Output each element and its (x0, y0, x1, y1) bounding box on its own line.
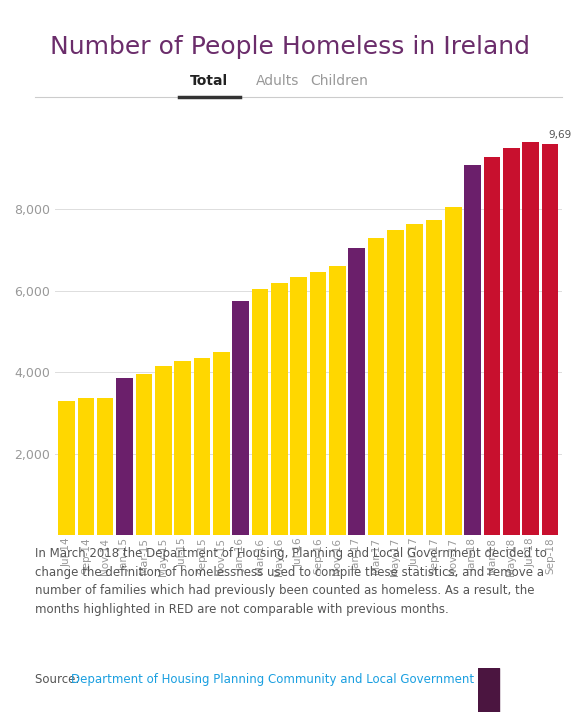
Bar (135, 374, 152, 535)
Text: f: f (508, 678, 519, 702)
Bar (349, 248, 365, 535)
Text: Total: Total (189, 74, 228, 88)
Bar (484, 157, 500, 535)
Text: Source:: Source: (35, 673, 83, 686)
Text: Adults: Adults (256, 74, 299, 88)
Text: Department of Housing Planning Community and Local Government: Department of Housing Planning Community… (71, 673, 474, 686)
Bar (445, 208, 461, 535)
Bar (116, 378, 133, 535)
Bar (310, 272, 326, 535)
Text: Children: Children (310, 74, 368, 88)
Bar (232, 301, 249, 535)
Bar (252, 289, 268, 535)
Bar (78, 398, 94, 535)
Bar (174, 360, 191, 535)
Bar (291, 276, 307, 535)
Bar (271, 283, 288, 535)
Bar (406, 224, 423, 535)
Bar (368, 238, 384, 535)
Bar (426, 220, 442, 535)
Bar (194, 358, 210, 535)
Bar (387, 230, 404, 535)
Bar (329, 266, 346, 535)
Bar (503, 148, 519, 535)
Bar (155, 366, 171, 535)
Bar (522, 142, 539, 535)
Bar (464, 164, 481, 535)
Bar (542, 144, 558, 535)
Bar (97, 398, 113, 535)
Text: In March 2018 the Department of Housing, Planning and Local Government decided t: In March 2018 the Department of Housing,… (35, 547, 547, 615)
Bar (478, 668, 499, 712)
Bar (213, 352, 229, 535)
Text: 9,69: 9,69 (548, 130, 571, 140)
Text: Number of People Homeless in Ireland: Number of People Homeless in Ireland (49, 34, 530, 59)
Bar (58, 401, 75, 535)
